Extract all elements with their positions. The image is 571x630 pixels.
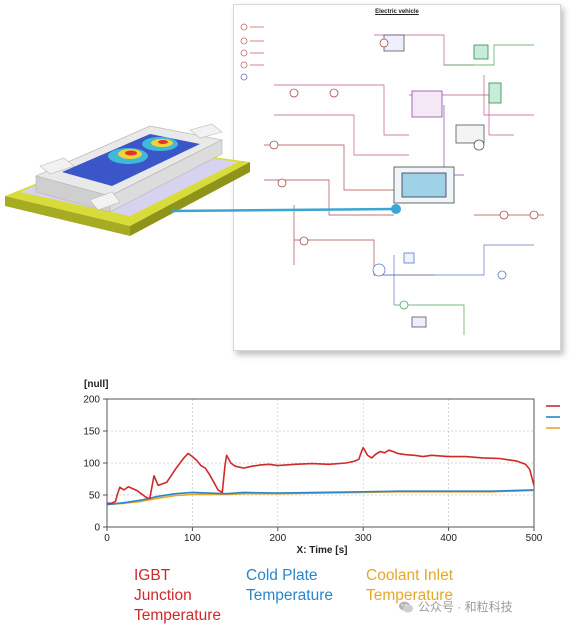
schematic-components [269,34,539,328]
temperature-chart: 0 50 100 150 200 0 100 200 300 400 500 [null] X: … [83,379,560,556]
schematic-panel: Electric vehicle [233,4,561,351]
x-tick-label: 200 [269,533,286,544]
power-module-illustration [5,123,250,236]
y-tick-label: 150 [83,427,100,438]
chart-series [106,446,535,506]
x-tick-label: 500 [526,533,543,544]
y-tick-label: 100 [83,459,100,470]
schematic-title: Electric vehicle [375,9,419,15]
x-tick-label: 100 [184,533,201,544]
watermark: 公众号 · 和粒科技 [398,598,513,615]
x-tick-label: 400 [440,533,457,544]
x-tick-label: 0 [104,533,110,544]
y-tick-label: 0 [94,523,100,534]
y-tick-label: 50 [89,491,101,502]
schematic-diagram [240,23,544,335]
wechat-icon [399,601,413,612]
y-tick-label: 200 [83,395,100,406]
y-tick-labels: 0 50 100 150 200 [83,395,100,534]
caption-cold-plate-temperature: Cold Plate Temperature [246,567,334,604]
caption-igbt-junction-temperature: IGBT Junction Temperature [134,567,222,624]
plot-frame [106,398,535,528]
y-axis-label: [null] [84,379,108,390]
schematic-wiring [264,34,544,335]
series-line-igbt [107,446,535,505]
x-tick-label: 300 [355,533,372,544]
x-tick-labels: 0 100 200 300 400 500 [104,533,543,544]
schematic-legend [240,23,264,81]
watermark-text: 公众号 · 和粒科技 [418,600,513,614]
caption-coolant-inlet-temperature: Coolant Inlet Temperature [366,567,454,604]
chart-grid [103,398,535,531]
x-axis-label: X: Time [s] [297,545,348,556]
chart-legend [546,405,560,429]
